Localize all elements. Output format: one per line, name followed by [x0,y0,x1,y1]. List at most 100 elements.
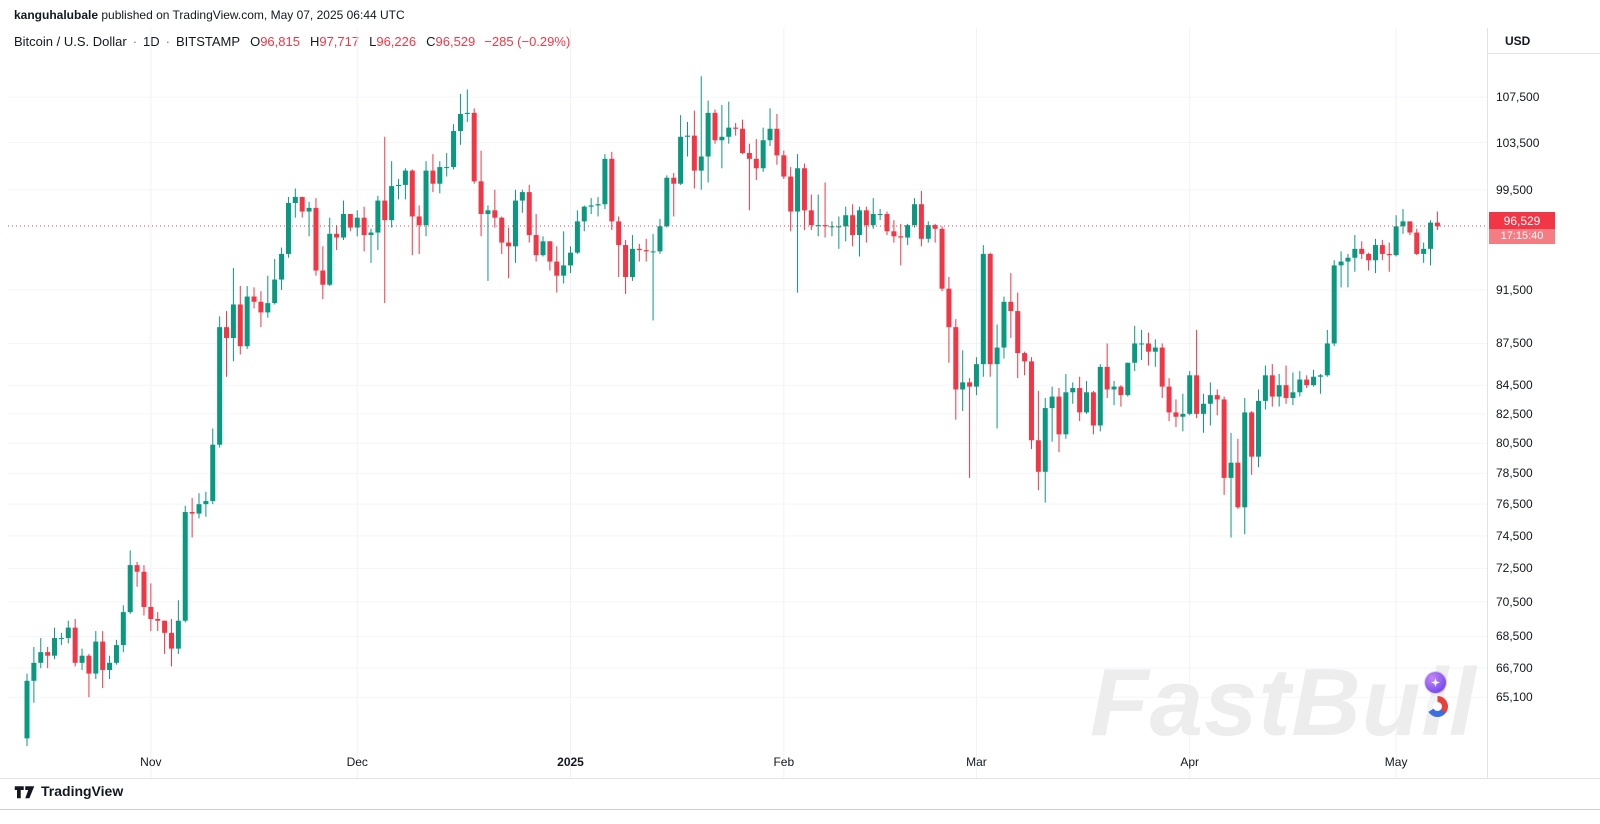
candle-body [79,655,85,663]
candle-body [340,213,346,238]
price-axis-label: 80,500 [1496,436,1533,451]
candle-body [643,250,649,252]
close-value: 96,529 [435,34,476,49]
candle-body [1180,413,1186,417]
candle-body [829,226,835,228]
candle-body [1331,265,1337,344]
candle-body [664,177,670,227]
ohlc-open: O96,815 [250,34,300,49]
candle-body [31,662,37,681]
candle-body [1421,248,1427,254]
candle-body [788,176,794,212]
open-label: O [250,34,261,49]
candle-body [980,253,986,365]
chart-legend: Bitcoin / U.S. Dollar · 1D · BITSTAMP O9… [14,34,570,49]
candle-body [602,158,608,205]
candle-body [918,204,924,239]
candle-body [506,242,512,247]
price-axis-label: 68,500 [1496,629,1533,644]
price-axis-label: 76,500 [1496,497,1533,512]
candle-body [870,213,876,226]
candle-body [1269,375,1275,397]
candle-body [437,167,443,184]
candle-body [574,221,580,253]
candle-body [850,215,856,236]
exchange-label: BITSTAMP [176,34,241,49]
candle-body [1338,261,1344,266]
candle-body [1187,375,1193,414]
candle-body [499,217,505,243]
tradingview-logo-icon [14,785,35,798]
candle-body [1132,343,1138,363]
candle-body [1379,245,1385,254]
candle-body [1152,347,1158,352]
legend-separator: · [165,34,171,49]
candle-body [1097,366,1103,426]
change-value: −285 (−0.29%) [484,34,571,49]
candle-body [719,136,725,141]
fastbull-watermark: FastBull [1090,649,1477,756]
candle-body [1434,222,1440,227]
candle-body [244,296,250,347]
candle-body [1214,395,1220,400]
candle-body [1366,253,1372,261]
candle-body [182,512,188,621]
ai-sparkle-icon[interactable] [1425,672,1446,693]
candle-body [1118,386,1124,396]
candle-body [1221,399,1227,478]
high-label: H [309,34,320,49]
candle-body [334,233,340,238]
candle-body [457,113,463,132]
price-axis-label: 72,500 [1496,561,1533,576]
candle-body [533,235,539,256]
candle-body [327,233,333,285]
candle-body [1022,353,1028,362]
candle-body [1359,248,1365,254]
candle-body [141,571,147,607]
candle-body [636,248,642,251]
candle-body [1194,375,1200,414]
candle-body [967,382,973,387]
last-price-value: 96,529 [1489,211,1555,229]
candle-body [1242,412,1248,508]
tradingview-footer[interactable]: TradingView [14,783,123,799]
candle-body [1166,386,1172,413]
candle-body [1276,385,1282,397]
candle-body [1228,462,1234,478]
candle-body [1056,396,1062,435]
candle-body [1324,343,1330,376]
candle-body [389,186,395,221]
brand-circle-icon[interactable] [1427,696,1448,717]
candle-body [960,382,966,390]
candle-body [430,170,436,184]
candle-body [1200,403,1206,414]
candle-body [698,156,704,171]
candle-body [767,128,773,141]
candle-body [1235,462,1241,508]
candle-body [162,620,168,633]
candle-body [306,207,312,212]
ohlc-high: H97,717 [310,34,359,49]
candle-body [464,112,470,114]
candle-body [368,232,374,236]
candle-body [1139,343,1145,345]
candle-body [1345,257,1351,262]
candle-body [519,192,525,201]
time-axis-label: May [1384,755,1408,769]
candle-body [292,196,298,204]
candle-body [925,225,931,239]
price-axis-label: 74,500 [1496,528,1533,543]
candle-body [650,251,656,253]
tradingview-brand-text: TradingView [41,783,124,799]
candle-body [856,210,862,236]
candle-body [1015,311,1021,354]
candle-body [1386,253,1392,256]
candle-body [1042,408,1048,472]
price-axis-label: 65,100 [1496,690,1533,705]
candle-body [863,210,869,226]
price-axis-label: 107,500 [1496,90,1540,105]
candle-body [1249,412,1255,457]
candle-body [451,131,457,168]
legend-separator: · [132,34,138,49]
